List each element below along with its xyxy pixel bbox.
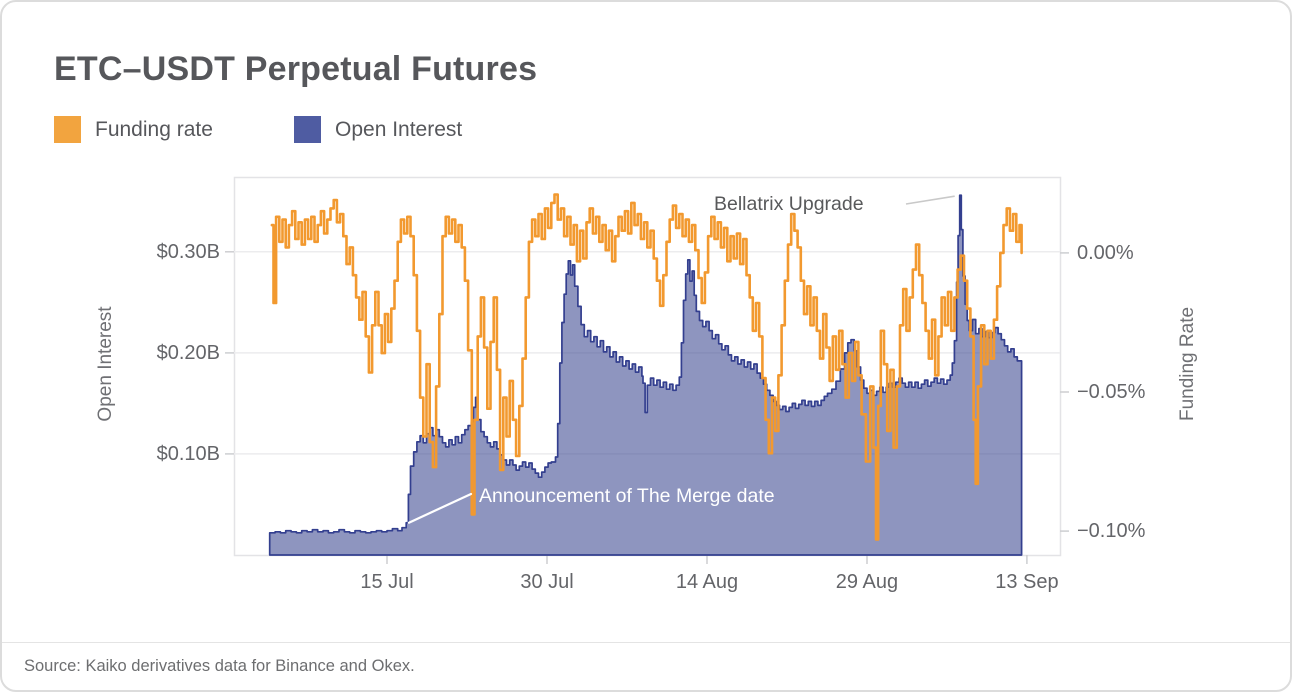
annotation-merge-announcement: Announcement of The Merge date xyxy=(479,485,775,507)
x-tick-label: 29 Aug xyxy=(835,571,899,593)
legend-item-funding-rate: Funding rate xyxy=(54,116,213,143)
x-tick-label: 14 Aug xyxy=(675,571,739,593)
y-right-tick-label: 0.00% xyxy=(1077,241,1134,264)
y-left-tick-label: $0.10B xyxy=(156,442,220,465)
x-tick-label: 15 Jul xyxy=(360,571,414,593)
annotation-bellatrix-upgrade: Bellatrix Upgrade xyxy=(714,193,864,215)
footer: Source: Kaiko derivatives data for Binan… xyxy=(2,642,1290,690)
x-tick-label: 30 Jul xyxy=(520,571,574,593)
funding-rate-legend-label: Funding rate xyxy=(95,117,213,141)
y-right-tick-label: −0.10% xyxy=(1077,520,1146,543)
open-interest-swatch-icon xyxy=(294,116,321,143)
y-left-tick-label: $0.20B xyxy=(156,341,220,364)
y-right-tick-label: −0.05% xyxy=(1077,381,1146,403)
legend-item-open-interest: Open Interest xyxy=(294,116,462,143)
funding-rate-swatch-icon xyxy=(54,116,81,143)
source-text: Source: Kaiko derivatives data for Binan… xyxy=(24,657,415,675)
x-tick-label: 13 Sep xyxy=(995,571,1059,593)
chart-title: ETC–USDT Perpetual Futures xyxy=(54,50,538,88)
open-interest-legend-label: Open Interest xyxy=(335,117,463,141)
left-axis-title: Open Interest xyxy=(95,306,116,422)
y-left-tick-label: $0.30B xyxy=(156,240,220,263)
right-axis-title: Funding Rate xyxy=(1177,306,1198,422)
